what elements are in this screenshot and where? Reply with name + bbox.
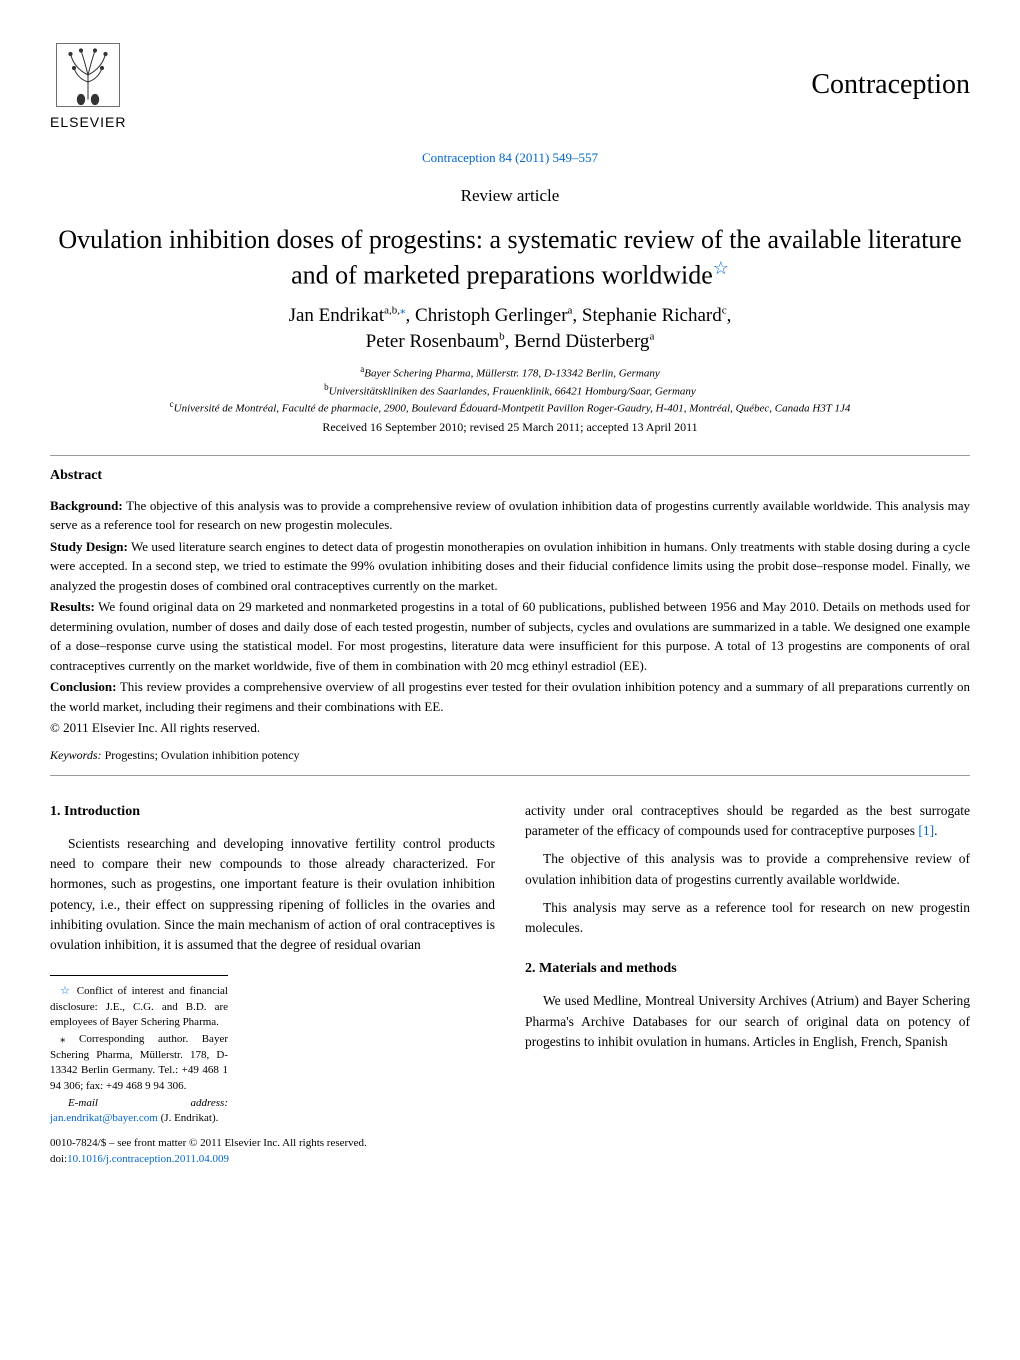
affiliation-b: bUniversitätskliniken des Saarlandes, Fr… [50,382,970,398]
left-column: 1. Introduction Scientists researching a… [50,801,495,1168]
study-design-text: We used literature search engines to det… [50,539,970,593]
copyright-doi: 0010-7824/$ – see front matter © 2011 El… [50,1135,495,1168]
author-1: Jan Endrikat [289,305,385,326]
footnote-star: ☆ [60,985,72,997]
abstract-copyright: © 2011 Elsevier Inc. All rights reserved… [50,718,970,738]
keywords-text: Progestins; Ovulation inhibition potency [102,748,300,762]
article-type: Review article [50,186,970,206]
affiliation-a: aBayer Schering Pharma, Müllerstr. 178, … [50,364,970,380]
abstract-body: Background: The objective of this analys… [50,496,970,738]
email-suffix: (J. Endrikat). [158,1112,218,1124]
body-columns: 1. Introduction Scientists researching a… [50,801,970,1168]
publisher-name: ELSEVIER [50,114,126,130]
background-label: Background: [50,498,123,513]
email-link[interactable]: jan.endrikat@bayer.com [50,1112,158,1124]
title-footnote-star[interactable]: ☆ [713,258,729,278]
intro-p1: Scientists researching and developing in… [50,834,495,956]
elsevier-tree-icon [53,40,123,110]
header-row: ELSEVIER Contraception [50,40,970,130]
article-title: Ovulation inhibition doses of progestins… [50,223,970,292]
conclusion-text: This review provides a comprehensive ove… [50,679,970,714]
right-column: activity under oral contraceptives shoul… [525,801,970,1168]
footnotes: ☆ Conflict of interest and financial dis… [50,975,228,1127]
author-4: Peter Rosenbaum [366,331,500,352]
intro-heading: 1. Introduction [50,801,495,822]
author-2: , Christoph Gerlinger [406,305,568,326]
footnote-1: Conflict of interest and financial discl… [50,985,228,1028]
author-5: , Bernd Düsterberg [505,331,650,352]
keywords-label: Keywords: [50,748,102,762]
email-label: E-mail address: [68,1097,228,1109]
journal-name: Contraception [811,69,970,101]
conclusion-label: Conclusion: [50,679,116,694]
results-text: We found original data on 29 marketed an… [50,599,970,673]
author-3: , Stephanie Richard [572,305,721,326]
authors: Jan Endrikata,b,⁎, Christoph Gerlingera,… [50,303,970,356]
citation[interactable]: Contraception 84 (2011) 549–557 [50,150,970,166]
footnote-2: Corresponding author. Bayer Schering Pha… [50,1033,228,1091]
intro-cont-period: . [934,823,937,838]
affiliation-c: cUniversité de Montréal, Faculté de phar… [50,399,970,415]
title-text: Ovulation inhibition doses of progestins… [58,225,961,289]
background-text: The objective of this analysis was to pr… [50,498,970,533]
front-matter-copyright: 0010-7824/$ – see front matter © 2011 El… [50,1135,495,1152]
divider [50,775,970,776]
results-label: Results: [50,599,95,614]
received-dates: Received 16 September 2010; revised 25 M… [50,420,970,435]
affil-a-text: Bayer Schering Pharma, Müllerstr. 178, D… [364,368,659,380]
intro-p3: This analysis may serve as a reference t… [525,898,970,939]
methods-heading: 2. Materials and methods [525,958,970,979]
methods-p1: We used Medline, Montreal University Arc… [525,991,970,1052]
affil-c-text: Université de Montréal, Faculté de pharm… [174,403,851,415]
doi-link[interactable]: 10.1016/j.contraception.2011.04.009 [67,1153,229,1165]
author-1-affil: a,b, [384,304,400,316]
intro-p2: The objective of this analysis was to pr… [525,849,970,890]
study-design-label: Study Design: [50,539,128,554]
ref-1-link[interactable]: [1] [918,823,934,838]
abstract-heading: Abstract [50,468,970,484]
publisher-logo: ELSEVIER [50,40,126,130]
intro-p1-cont: activity under oral contraceptives shoul… [525,801,970,842]
intro-cont-text: activity under oral contraceptives shoul… [525,803,970,838]
keywords: Keywords: Progestins; Ovulation inhibiti… [50,748,970,763]
author-5-affil: a [649,331,654,343]
affil-b-text: Universitätskliniken des Saarlandes, Fra… [329,385,696,397]
author-comma: , [727,305,732,326]
doi-label: doi: [50,1153,67,1165]
divider [50,455,970,456]
